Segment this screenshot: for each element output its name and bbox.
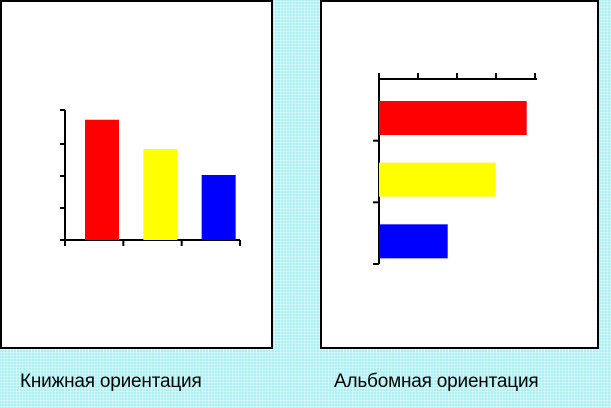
- portrait-orientation-option[interactable]: [0, 0, 273, 349]
- landscape-orientation-option[interactable]: [320, 0, 599, 349]
- bar: [379, 224, 448, 259]
- bar: [201, 175, 236, 240]
- landscape-orientation-label[interactable]: Альбомная ориентация: [334, 371, 539, 392]
- portrait-orientation-label[interactable]: Книжная ориентация: [20, 371, 202, 392]
- landscape-preview-chart: [373, 73, 537, 265]
- bar: [143, 149, 178, 240]
- bar: [379, 162, 496, 197]
- bar: [379, 101, 527, 135]
- bar: [85, 119, 119, 240]
- portrait-preview-chart: [60, 109, 241, 246]
